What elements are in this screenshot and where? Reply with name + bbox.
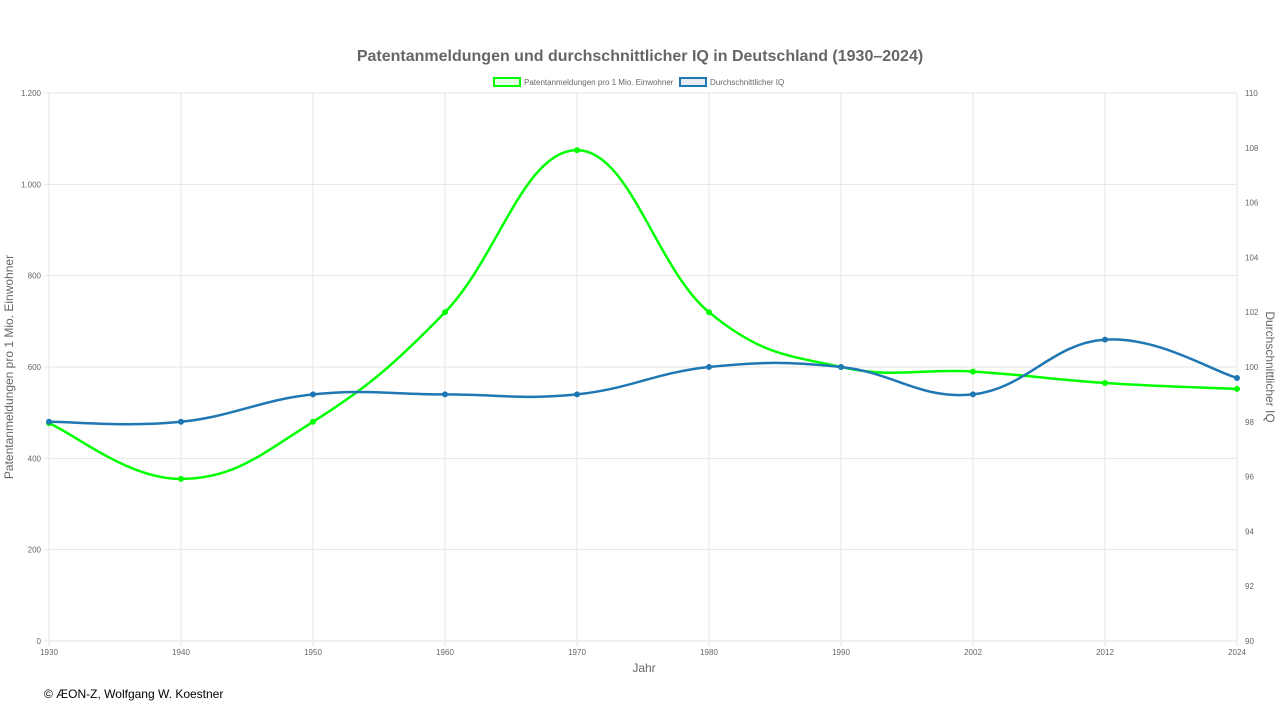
legend-swatch bbox=[679, 77, 707, 87]
x-tick-label: 1940 bbox=[172, 648, 190, 657]
y-tick-label: 200 bbox=[28, 546, 42, 555]
data-point bbox=[1102, 379, 1108, 386]
y-tick-label: 1.000 bbox=[21, 180, 42, 189]
data-point bbox=[838, 364, 844, 370]
data-point bbox=[1234, 374, 1240, 381]
data-point bbox=[706, 309, 712, 316]
legend: Patentanmeldungen pro 1 Mio. Einwohner Du… bbox=[493, 77, 784, 87]
series-line-1 bbox=[48, 338, 1238, 426]
legend-label: Durchschnittlicher IQ bbox=[710, 78, 784, 87]
data-point bbox=[178, 475, 184, 482]
y2-tick-label: 96 bbox=[1245, 473, 1254, 482]
data-point bbox=[1102, 336, 1108, 343]
y-axis-title: Patentanmeldungen pro 1 Mio. Einwohner bbox=[2, 255, 16, 479]
data-point bbox=[706, 364, 712, 370]
x-tick-label: 1990 bbox=[832, 648, 850, 657]
series-line-0 bbox=[48, 148, 1238, 481]
data-point bbox=[1234, 385, 1240, 392]
y-tick-label: 400 bbox=[28, 454, 42, 463]
data-point bbox=[574, 391, 580, 398]
x-tick-label: 1950 bbox=[304, 648, 322, 657]
data-point bbox=[310, 391, 316, 398]
y-tick-label: 1.200 bbox=[21, 89, 42, 98]
legend-swatch bbox=[493, 77, 521, 87]
y-tick-label: 0 bbox=[37, 637, 42, 646]
data-point bbox=[970, 368, 976, 375]
x-tick-label: 1930 bbox=[40, 648, 58, 657]
x-axis-title: Jahr bbox=[632, 661, 655, 675]
y-tick-label: 600 bbox=[28, 363, 42, 372]
y2-tick-label: 102 bbox=[1245, 308, 1259, 317]
grid bbox=[44, 92, 1238, 646]
chart-title: Patentanmeldungen und durchschnittlicher… bbox=[357, 48, 923, 65]
x-tick-label: 2002 bbox=[964, 648, 982, 657]
y2-tick-label: 92 bbox=[1245, 582, 1254, 591]
x-tick-label: 1960 bbox=[436, 648, 454, 657]
data-point bbox=[442, 391, 448, 398]
y2-tick-label: 106 bbox=[1245, 199, 1259, 208]
data-point bbox=[46, 418, 52, 425]
y2-tick-label: 98 bbox=[1245, 418, 1254, 427]
y2-tick-label: 110 bbox=[1245, 89, 1258, 98]
data-point bbox=[178, 418, 184, 425]
series bbox=[46, 147, 1240, 482]
x-tick-label: 2024 bbox=[1228, 648, 1246, 657]
y2-tick-label: 104 bbox=[1245, 253, 1259, 262]
x-tick-label: 1980 bbox=[700, 648, 718, 657]
y2-tick-label: 90 bbox=[1245, 637, 1254, 646]
x-tick-label: 1970 bbox=[568, 648, 586, 657]
y2-axis-title: Durchschnittlicher IQ bbox=[1263, 311, 1277, 422]
y2-tick-label: 94 bbox=[1245, 527, 1254, 536]
ticks: 1930 1940 1950 1960 1970 1980 1990 2002 2012 2024… bbox=[21, 89, 1259, 657]
y2-tick-label: 108 bbox=[1245, 144, 1259, 153]
data-point bbox=[574, 147, 580, 154]
y2-tick-label: 100 bbox=[1245, 363, 1259, 372]
x-tick-label: 2012 bbox=[1096, 648, 1114, 657]
copyright: © ÆON-Z, Wolfgang W. Koestner bbox=[44, 687, 224, 701]
data-point bbox=[970, 391, 976, 398]
data-point bbox=[310, 418, 316, 425]
legend-label: Patentanmeldungen pro 1 Mio. Einwohner bbox=[524, 78, 674, 87]
data-point bbox=[442, 309, 448, 316]
y-tick-label: 800 bbox=[28, 272, 42, 281]
